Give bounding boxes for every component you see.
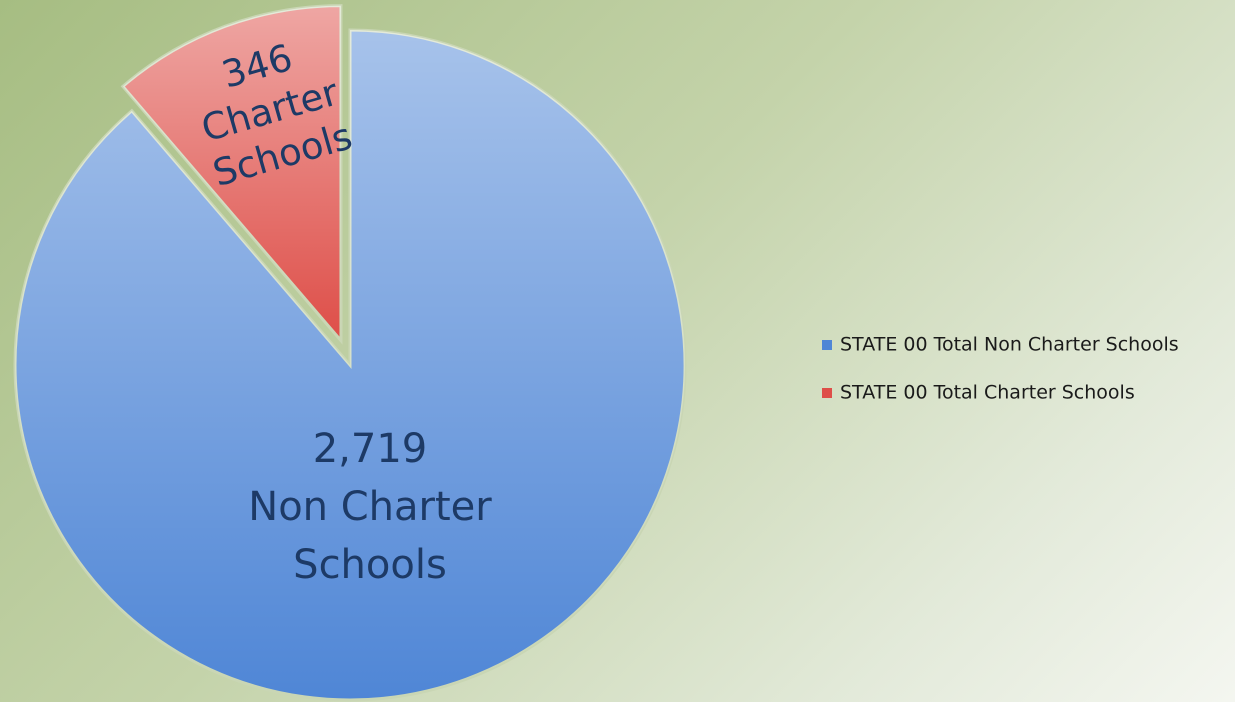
slice-shine bbox=[122, 5, 341, 341]
slice-label: 2,719 Non Charter Schools bbox=[230, 420, 510, 594]
value-label: 2,719 bbox=[312, 426, 428, 472]
legend-swatch bbox=[822, 340, 832, 350]
legend-label: STATE 00 Total Non Charter Schools bbox=[840, 334, 1179, 356]
legend-label: STATE 00 Total Charter Schools bbox=[840, 382, 1135, 404]
slice-shine bbox=[14, 30, 685, 700]
category-label: Non Charter Schools bbox=[248, 484, 492, 588]
legend-swatch bbox=[822, 388, 832, 398]
